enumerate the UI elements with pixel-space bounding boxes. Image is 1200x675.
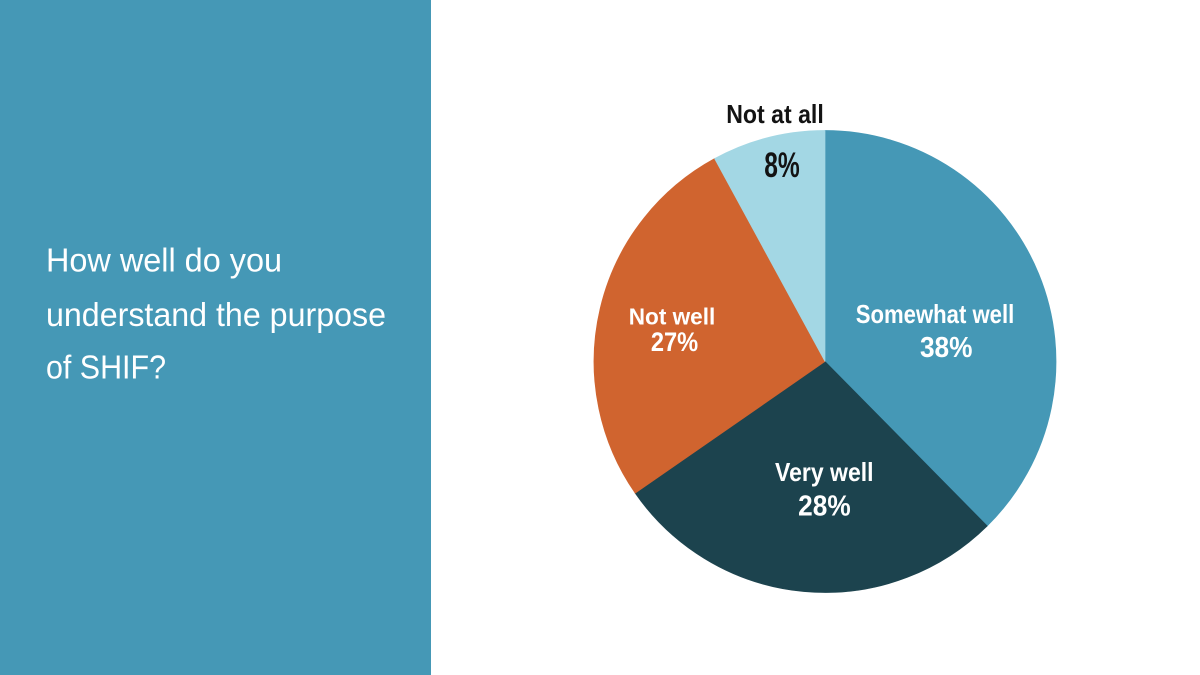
svg-text:How well do you: How well do you (46, 242, 282, 279)
svg-text:8%: 8% (764, 146, 800, 185)
svg-text:38%: 38% (920, 332, 973, 364)
svg-text:Not well: Not well (629, 303, 716, 329)
svg-text:understand the purpose: understand the purpose (46, 296, 386, 333)
svg-text:27%: 27% (651, 327, 698, 357)
svg-text:Somewhat well: Somewhat well (856, 299, 1015, 329)
svg-text:of SHIF?: of SHIF? (46, 348, 166, 385)
svg-text:28%: 28% (798, 490, 851, 522)
svg-text:Not at all: Not at all (726, 99, 824, 129)
svg-text:Very well: Very well (775, 457, 874, 487)
